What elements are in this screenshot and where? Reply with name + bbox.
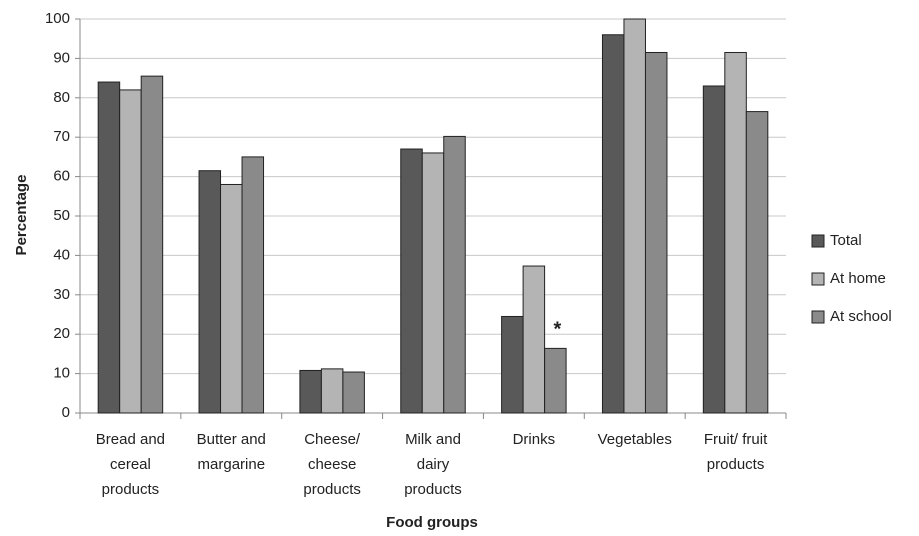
bar (702, 85, 726, 414)
x-tick-label-line: dairy (417, 456, 450, 473)
bar (644, 51, 668, 414)
legend-label: At school (830, 308, 892, 325)
y-tick-label: 60 (53, 168, 70, 185)
bar (544, 347, 567, 414)
legend-label: Total (830, 232, 862, 249)
legend-swatch (811, 310, 825, 324)
bar (140, 75, 164, 414)
y-tick-label: 80 (53, 89, 70, 106)
x-tick-label: Drinks (513, 431, 556, 448)
x-tick-label-line: Drinks (513, 431, 556, 448)
legend-label: At home (830, 270, 886, 287)
y-tick-label: 90 (53, 49, 70, 66)
bar (601, 34, 625, 414)
x-tick-label-line: products (303, 481, 361, 498)
x-tick-label-line: Vegetables (598, 431, 672, 448)
x-tick-label-line: Bread and (96, 431, 165, 448)
x-tick-label-line: cheese (308, 456, 356, 473)
x-tick-label-line: products (707, 456, 765, 473)
x-axis-title: Food groups (386, 514, 478, 531)
bar (400, 148, 423, 414)
legend-swatch (811, 272, 825, 286)
annotation: * (553, 319, 561, 341)
legend-swatch (811, 234, 825, 248)
bar (97, 81, 121, 414)
x-tick-label-line: cereal (110, 456, 151, 473)
x-tick-label: Butter and margarine (197, 431, 266, 473)
x-tick-label-line: Milk and (405, 431, 461, 448)
x-tick-label-line: Butter and (197, 431, 266, 448)
x-tick-label: Bread and cereal products (96, 431, 165, 498)
x-tick-label-line: products (404, 481, 462, 498)
bar (198, 170, 222, 414)
y-tick-label: 70 (53, 128, 70, 145)
x-tick-label-line: margarine (198, 456, 266, 473)
x-tick-label: Vegetables (598, 431, 672, 448)
bar (724, 51, 747, 414)
y-tick-label: 50 (53, 207, 70, 224)
x-tick-label-line: Cheese/ (304, 431, 361, 448)
bar (320, 368, 344, 414)
x-tick-label-line: Fruit/ fruit (704, 431, 768, 448)
y-axis-title: Percentage (13, 175, 30, 256)
bar (522, 265, 546, 414)
bar (501, 315, 524, 414)
y-tick-label: 40 (53, 246, 70, 263)
x-tick-label: Fruit/ fruit products (704, 431, 768, 473)
bar (421, 152, 445, 414)
bar (119, 89, 142, 414)
x-tick-label: Milk and dairy products (404, 431, 462, 498)
y-tick-label: 20 (53, 325, 70, 342)
bar (299, 369, 322, 414)
bar (220, 183, 243, 414)
x-tick-label-line: products (102, 481, 160, 498)
bar (241, 156, 265, 414)
bar (443, 135, 466, 414)
y-tick-label: 10 (53, 365, 70, 382)
y-tick-label: 100 (45, 10, 70, 27)
bar (342, 371, 365, 414)
y-tick-label: 0 (62, 404, 70, 421)
bar (623, 18, 646, 414)
bar (745, 111, 769, 414)
x-tick-label: Cheese/cheese products (303, 431, 361, 498)
y-tick-label: 30 (53, 286, 70, 303)
